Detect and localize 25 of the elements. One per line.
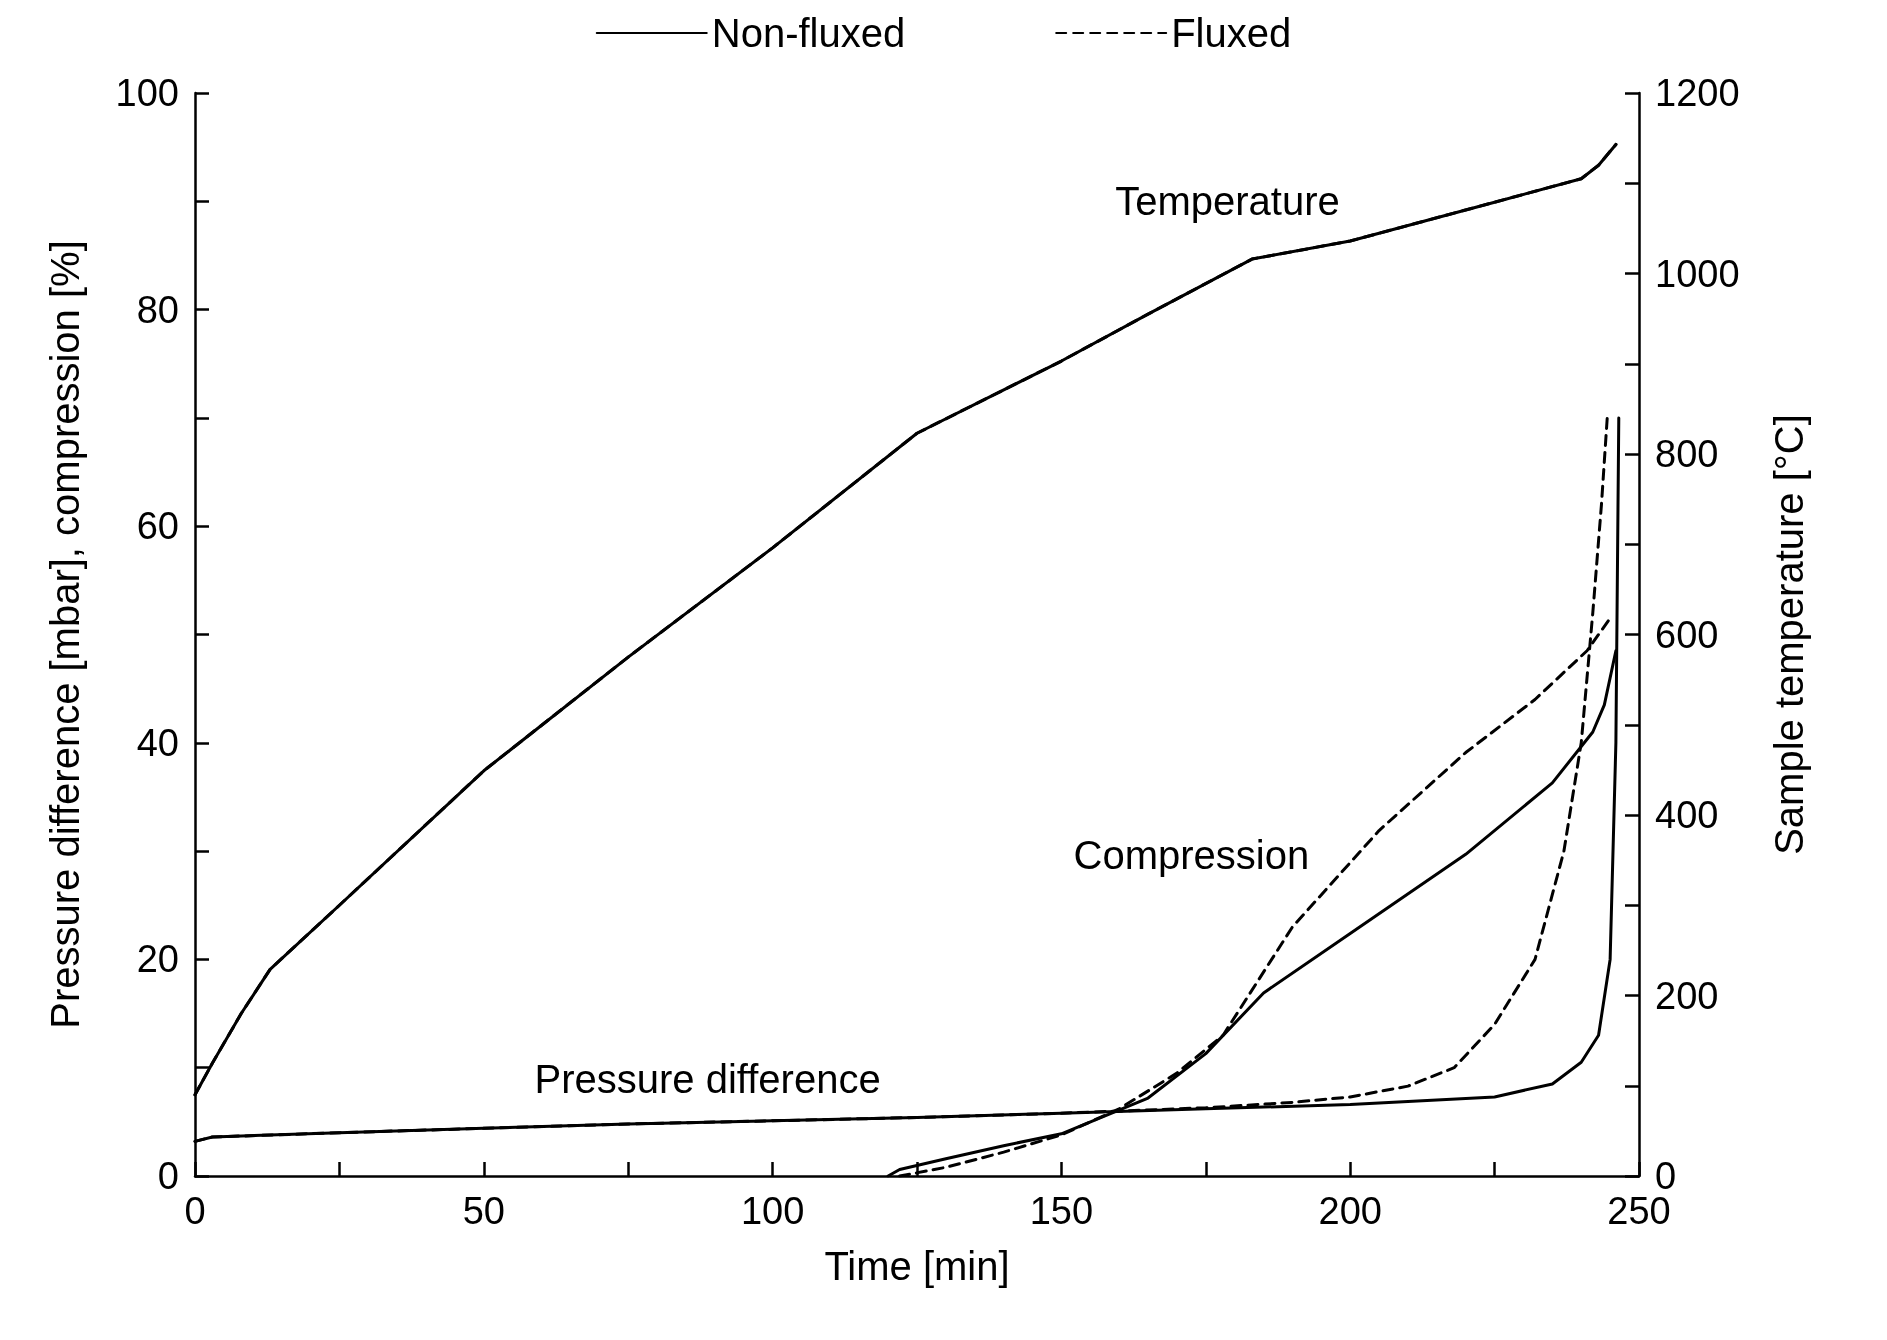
x-tick-label: 100 bbox=[740, 1190, 805, 1232]
x-tick-label: 50 bbox=[462, 1190, 505, 1232]
y2-tick-label: 600 bbox=[1655, 613, 1719, 656]
y2-tick-label: 1000 bbox=[1655, 252, 1740, 295]
annotation: Temperature bbox=[1115, 178, 1340, 223]
legend-label: Non-fluxed bbox=[711, 11, 906, 55]
y2-axis-title: Sample temperature [°C] bbox=[1767, 414, 1811, 855]
y-tick-label: 0 bbox=[157, 1155, 179, 1197]
y-axis-title: Pressure difference [mbar], compression [%] bbox=[43, 240, 87, 1029]
y-tick-label: 100 bbox=[115, 72, 179, 114]
legend-label: Fluxed bbox=[1171, 11, 1292, 55]
y-tick-label: 20 bbox=[136, 938, 179, 981]
y2-tick-label: 400 bbox=[1655, 794, 1719, 836]
y-tick-label: 40 bbox=[136, 721, 179, 764]
annotation: Pressure difference bbox=[534, 1056, 881, 1101]
x-tick-label: 150 bbox=[1029, 1190, 1094, 1232]
y-tick-label: 80 bbox=[136, 288, 179, 331]
annotation: Compression bbox=[1073, 833, 1310, 878]
y2-tick-label: 200 bbox=[1655, 974, 1719, 1017]
x-tick-label: 200 bbox=[1318, 1190, 1382, 1232]
y2-tick-label: 1200 bbox=[1655, 72, 1740, 114]
y2-tick-label: 800 bbox=[1655, 433, 1719, 475]
y-tick-label: 60 bbox=[136, 505, 179, 548]
x-tick-label: 0 bbox=[184, 1190, 206, 1232]
x-axis-title: Time [min] bbox=[824, 1244, 1010, 1288]
